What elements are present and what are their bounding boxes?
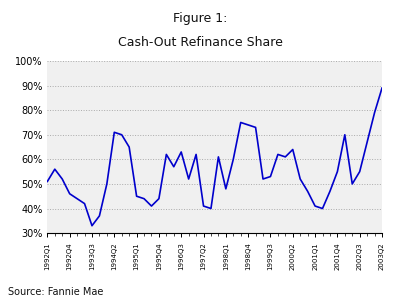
Text: Source: Fannie Mae: Source: Fannie Mae [8,287,103,297]
Text: Figure 1:: Figure 1: [173,12,227,25]
Text: Cash-Out Refinance Share: Cash-Out Refinance Share [118,36,282,49]
